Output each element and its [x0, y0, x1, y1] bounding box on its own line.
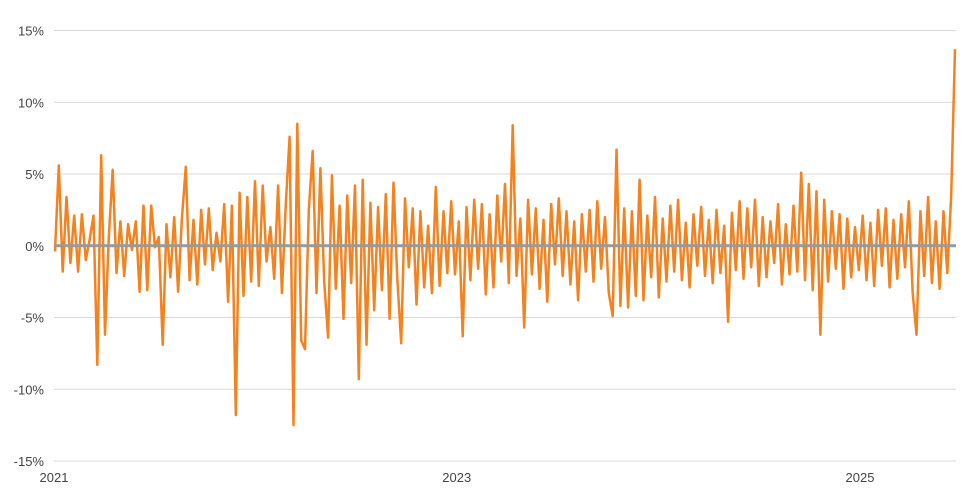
y-tick-label: -15%	[14, 454, 45, 469]
series-group	[55, 49, 955, 425]
x-tick-label: 2021	[40, 470, 69, 485]
y-tick-label: 0%	[25, 239, 44, 254]
y-tick-label: -5%	[21, 311, 45, 326]
series-line	[55, 49, 955, 425]
x-tick-label: 2023	[442, 470, 471, 485]
x-axis-tick-labels: 2021 2023 2025	[40, 470, 875, 485]
x-tick-label: 2025	[846, 470, 875, 485]
y-tick-label: 15%	[18, 24, 44, 39]
y-axis-tick-labels: 15% 10% 5% 0% -5% -10% -15%	[14, 24, 45, 470]
y-tick-label: 5%	[25, 167, 44, 182]
y-tick-label: 10%	[18, 95, 44, 110]
y-tick-label: -10%	[14, 382, 45, 397]
